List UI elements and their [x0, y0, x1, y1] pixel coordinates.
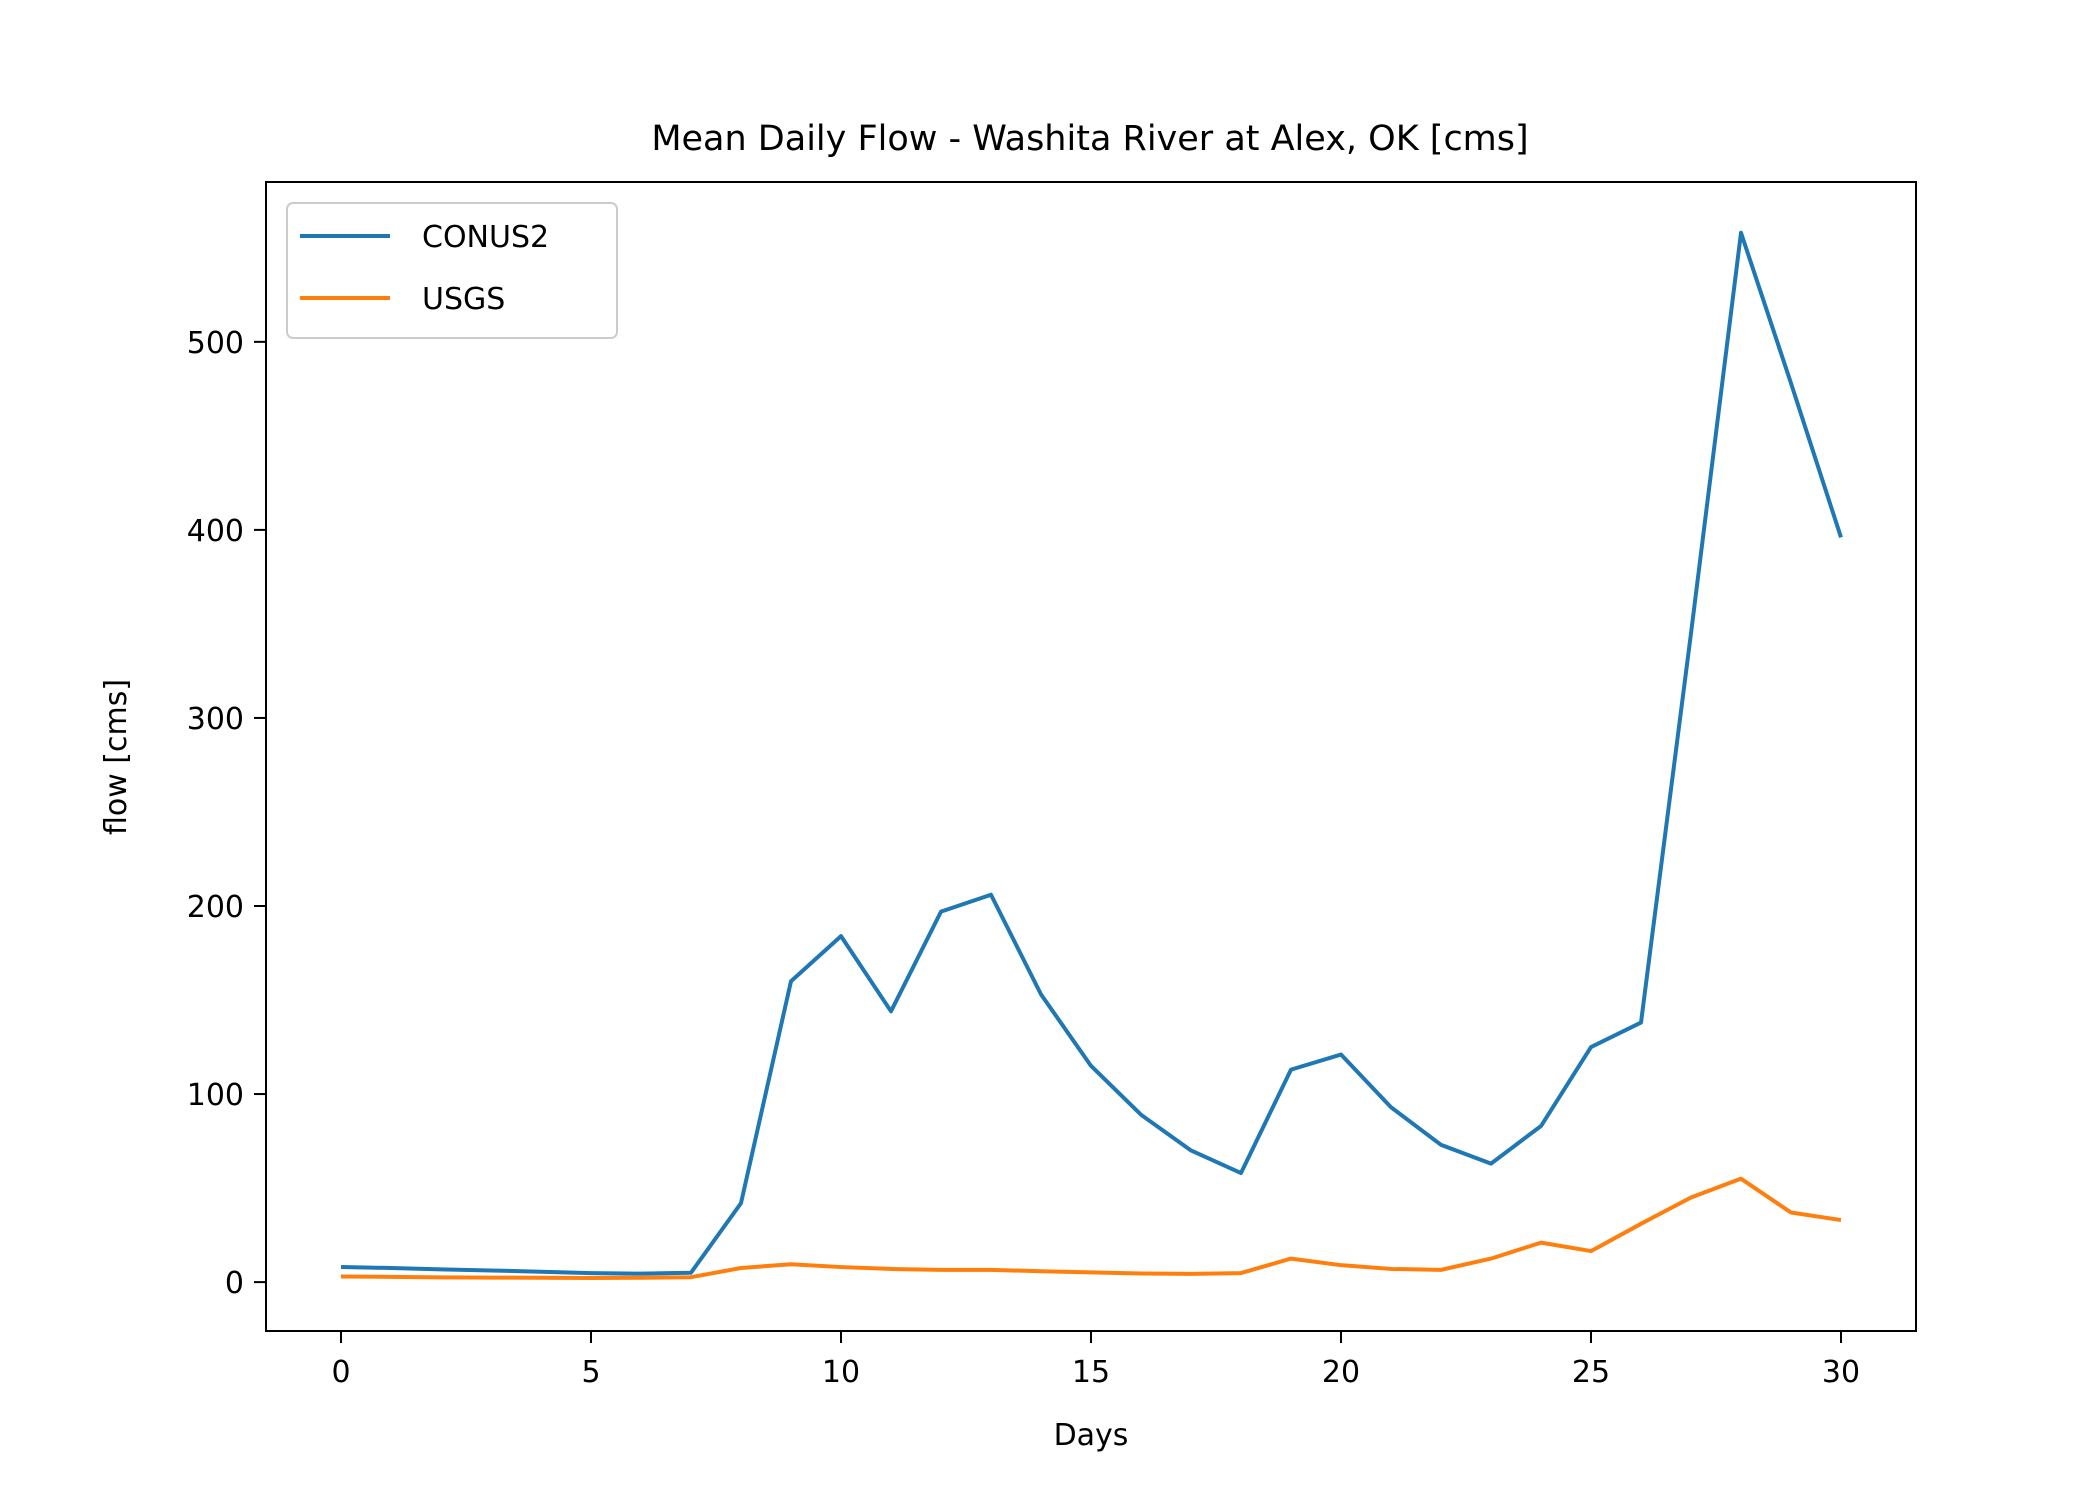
x-tick-label: 20 [1322, 1355, 1360, 1390]
legend: CONUS2 USGS [286, 202, 618, 339]
x-tick-label: 10 [822, 1355, 860, 1390]
legend-label-usgs: USGS [422, 282, 505, 317]
y-axis: 0 100 200 300 400 500 [187, 326, 266, 1301]
series-layer [340, 230, 1843, 1280]
x-axis: 0 5 10 15 20 25 30 [331, 1331, 1860, 1390]
legend-label-conus2: CONUS2 [422, 220, 549, 255]
x-tick-label: 0 [331, 1355, 350, 1390]
y-tick-label: 200 [187, 890, 244, 925]
y-tick-label: 100 [187, 1078, 244, 1113]
x-tick-label: 30 [1822, 1355, 1860, 1390]
chart-title: Mean Daily Flow - Washita River at Alex,… [651, 119, 1528, 159]
y-axis-label: flow [cms] [99, 679, 134, 835]
x-tick-label: 25 [1572, 1355, 1610, 1390]
y-tick-label: 300 [187, 702, 244, 737]
y-tick-label: 400 [187, 514, 244, 549]
x-tick-label: 5 [581, 1355, 600, 1390]
y-tick-label: 0 [225, 1266, 244, 1301]
y-tick-label: 500 [187, 326, 244, 361]
x-tick-label: 15 [1072, 1355, 1110, 1390]
series-line-usgs [340, 1176, 1842, 1280]
series-line-conus2 [340, 230, 1843, 1276]
x-axis-label: Days [1054, 1418, 1129, 1453]
